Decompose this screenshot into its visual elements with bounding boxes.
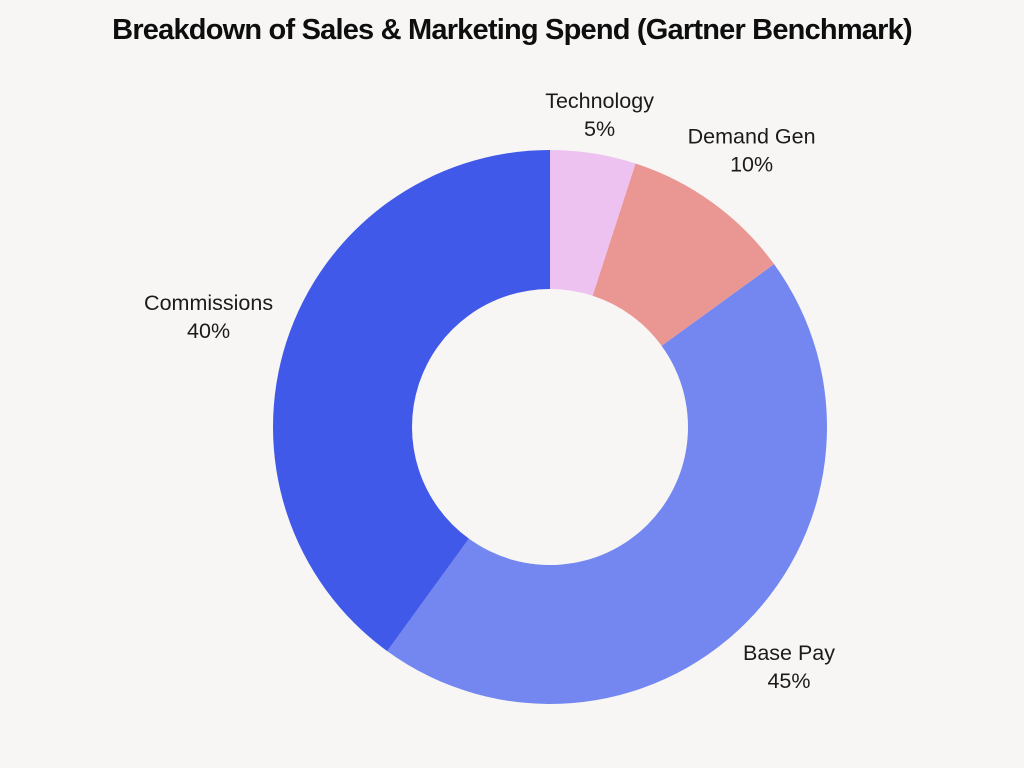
slice-label-technology: Technology 5% [545, 89, 654, 141]
slice-label-base-pay: Base Pay 45% [743, 641, 835, 693]
pie-slice-base-pay [387, 264, 828, 705]
slice-label-demand-gen: Demand Gen 10% [688, 125, 816, 177]
pie-slice-commissions [272, 150, 550, 652]
slice-label-commissions: Commissions 40% [144, 291, 273, 343]
pie-slice-demand-gen [592, 163, 775, 346]
pie-slice-technology [550, 150, 636, 296]
chart-title: Breakdown of Sales & Marketing Spend (Ga… [112, 14, 912, 46]
